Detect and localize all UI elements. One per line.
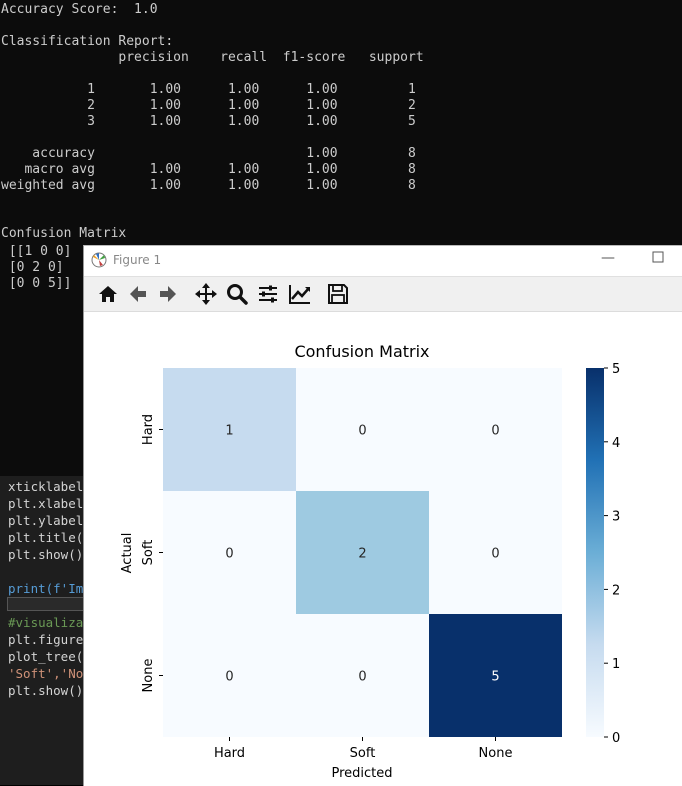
maximize-button[interactable] bbox=[643, 248, 673, 274]
terminal-output-continued: [[1 0 0] [0 2 0] [0 0 5]] bbox=[0, 244, 84, 476]
code-line: plt.title( bbox=[8, 530, 84, 545]
zoom-icon[interactable] bbox=[225, 282, 249, 306]
y-tick-label: None bbox=[141, 659, 156, 693]
y-axis-label: Actual bbox=[120, 533, 135, 574]
x-tick-label: None bbox=[479, 746, 513, 761]
x-tick-labels: Hard Soft None bbox=[214, 737, 513, 761]
cell-annotation: 0 bbox=[225, 547, 233, 562]
cell-annotation: 0 bbox=[358, 670, 366, 685]
heatmap-cells bbox=[163, 368, 562, 737]
pan-icon[interactable] bbox=[194, 282, 218, 306]
configure-subplots-icon[interactable] bbox=[256, 282, 280, 306]
y-tick-labels: Hard Soft None bbox=[141, 414, 163, 693]
window-title: Figure 1 bbox=[113, 253, 162, 267]
heatmap-cell bbox=[163, 368, 296, 491]
code-line: plt.ylabel bbox=[8, 513, 84, 528]
colorbar-tick-label: 4 bbox=[612, 436, 620, 451]
save-icon[interactable] bbox=[326, 282, 350, 306]
matplotlib-logo-icon bbox=[91, 252, 107, 268]
colorbar-tick-label: 5 bbox=[612, 362, 620, 377]
heatmap-cell bbox=[429, 491, 562, 614]
colorbar-tick-label: 2 bbox=[612, 583, 620, 598]
code-editor-input[interactable] bbox=[7, 597, 86, 611]
cell-annotation: 0 bbox=[358, 424, 366, 439]
heatmap-annotations: 1 0 0 0 2 0 0 0 5 bbox=[225, 424, 499, 685]
chart-title: Confusion Matrix bbox=[294, 342, 429, 361]
code-line: plt.xlabel bbox=[8, 496, 84, 511]
code-line: xticklabel bbox=[8, 479, 84, 494]
terminal-text-continued: [[1 0 0] [0 2 0] [0 0 5]] bbox=[8, 244, 72, 291]
heatmap-cell bbox=[163, 491, 296, 614]
colorbar-ticks: 0 1 2 3 4 5 bbox=[604, 362, 620, 746]
code-line: plt.show() bbox=[8, 547, 84, 562]
cell-annotation: 2 bbox=[358, 547, 366, 562]
cell-annotation: 0 bbox=[491, 424, 499, 439]
window-titlebar[interactable]: Figure 1 — bbox=[84, 246, 682, 276]
code-line: plt.figure bbox=[8, 632, 84, 647]
edit-axis-icon[interactable] bbox=[288, 282, 312, 306]
code-line: 'Soft','No bbox=[8, 666, 84, 681]
code-line: plt.show() bbox=[8, 683, 84, 698]
heatmap-cell bbox=[429, 614, 562, 737]
x-tick-label: Soft bbox=[350, 746, 376, 761]
cell-annotation: 1 bbox=[225, 424, 233, 439]
heatmap-cell bbox=[429, 368, 562, 491]
minimize-button[interactable]: — bbox=[601, 250, 615, 266]
terminal-text: Accuracy Score: 1.0 Classification Repor… bbox=[1, 2, 424, 241]
figure-window: Figure 1 — bbox=[83, 245, 682, 786]
heatmap-cell bbox=[296, 491, 429, 614]
colorbar-tick-label: 1 bbox=[612, 657, 620, 672]
y-tick-label: Hard bbox=[141, 414, 156, 445]
y-tick-label: Soft bbox=[141, 540, 156, 566]
back-arrow-icon[interactable] bbox=[126, 282, 150, 306]
x-tick-label: Hard bbox=[214, 746, 245, 761]
code-lines: xticklabel plt.xlabel plt.ylabel plt.title(… bbox=[8, 478, 83, 699]
cell-annotation: 5 bbox=[491, 670, 499, 685]
forward-arrow-icon[interactable] bbox=[156, 282, 180, 306]
code-line: print(f'Im bbox=[8, 581, 84, 596]
colorbar-tick-label: 3 bbox=[612, 510, 620, 525]
terminal-output: Accuracy Score: 1.0 Classification Repor… bbox=[0, 0, 682, 246]
cell-annotation: 0 bbox=[225, 670, 233, 685]
x-axis-label: Predicted bbox=[331, 766, 392, 781]
heatmap-cell bbox=[296, 368, 429, 491]
maximize-icon bbox=[652, 251, 664, 263]
heatmap-cell bbox=[163, 614, 296, 737]
code-line: plot_tree( bbox=[8, 649, 84, 664]
heatmap-cell bbox=[296, 614, 429, 737]
figure-toolbar bbox=[84, 276, 682, 312]
colorbar-tick-label: 0 bbox=[612, 731, 620, 746]
confusion-matrix-plot: Confusion Matrix 1 0 00 2 00 0 5 Hard Soft None … bbox=[120, 342, 620, 781]
colorbar bbox=[586, 368, 604, 737]
home-icon[interactable] bbox=[96, 282, 120, 306]
cell-annotation: 0 bbox=[491, 547, 499, 562]
code-line: #visualiza bbox=[8, 615, 84, 630]
code-line bbox=[8, 563, 83, 580]
